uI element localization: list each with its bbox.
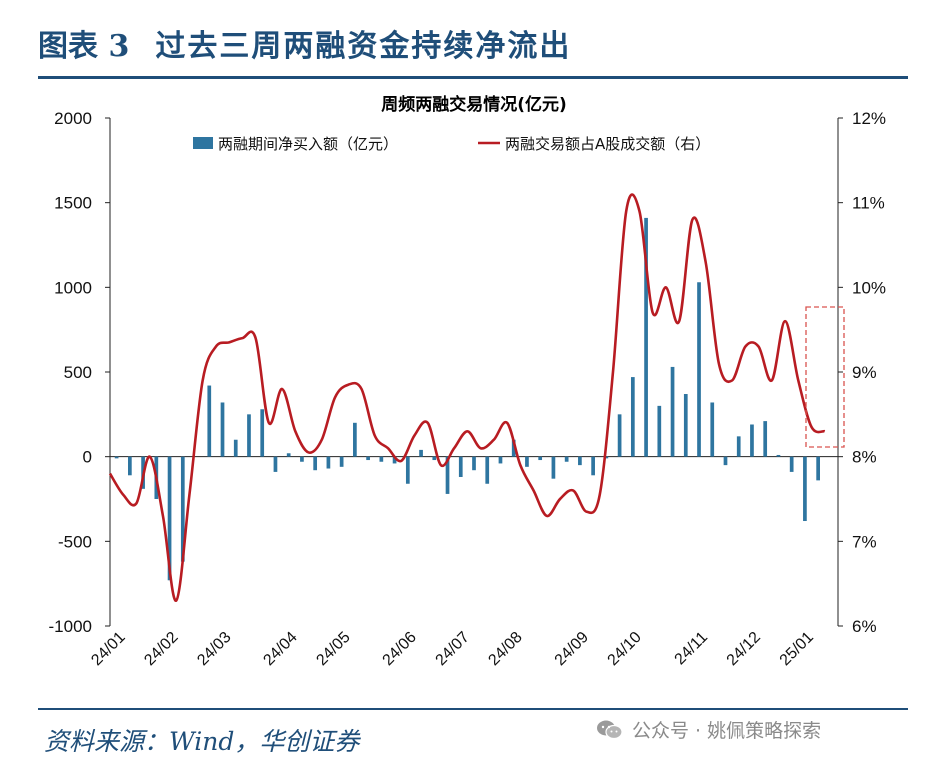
bar-week-9 xyxy=(220,402,225,457)
bar-week-32 xyxy=(525,456,529,467)
chart-title: 周频两融交易情况(亿元) xyxy=(381,94,567,115)
bar-week-1 xyxy=(114,456,119,459)
left-tick-label: 1000 xyxy=(54,278,92,297)
bar-week-16 xyxy=(313,456,318,471)
right-tick-label: 8% xyxy=(852,448,877,467)
right-tick-label: 9% xyxy=(852,363,877,382)
bar-week-36 xyxy=(578,456,582,466)
source-note: 资料来源：Wind，华创证券 xyxy=(44,727,360,756)
left-tick-label: -1000 xyxy=(49,617,92,636)
figure-title-bar: 图表 3 过去三周两融资金持续净流出 xyxy=(38,18,571,68)
bar-week-26 xyxy=(445,456,450,494)
x-tick-label: 24/09 xyxy=(552,629,592,669)
figure-number: 图表 3 xyxy=(38,29,130,64)
bar-week-5 xyxy=(167,456,172,581)
top-rule xyxy=(38,76,908,79)
line-margin-share xyxy=(108,193,826,602)
right-tick-label: 6% xyxy=(852,617,877,636)
bar-week-6 xyxy=(180,456,185,562)
bar-week-24 xyxy=(419,449,423,457)
left-tick-label: -500 xyxy=(58,532,92,551)
bar-week-2 xyxy=(128,456,132,476)
bar-week-44 xyxy=(683,394,688,457)
bar-week-10 xyxy=(233,439,238,457)
bar-week-34 xyxy=(551,456,556,479)
bar-week-8 xyxy=(207,385,212,457)
left-tick-label: 2000 xyxy=(54,109,92,128)
bar-week-22 xyxy=(392,456,397,464)
bar-week-48 xyxy=(736,436,741,457)
bar-week-23 xyxy=(405,456,410,484)
highlight-box xyxy=(805,306,845,448)
bar-week-47 xyxy=(723,456,728,466)
left-tick-label: 0 xyxy=(83,448,92,467)
bottom-rule xyxy=(38,708,908,710)
legend-bar-label: 两融期间净买入额（亿元） xyxy=(218,135,398,153)
legend-bar-swatch xyxy=(193,137,213,149)
chart-svg: 周频两融交易情况(亿元) 2000 1500 1000 500 0 -500 -1000 12%… xyxy=(49,94,887,669)
bar-week-28 xyxy=(472,456,476,471)
x-tick-label: 24/02 xyxy=(141,629,181,669)
x-tick-label: 24/01 xyxy=(88,629,128,669)
x-tick-label: 24/04 xyxy=(260,629,300,669)
bar-week-21 xyxy=(379,456,384,462)
bar-week-17 xyxy=(326,456,331,469)
bar-week-49 xyxy=(750,424,754,457)
x-tick-label: 24/11 xyxy=(672,629,712,669)
legend-line-label: 两融交易额占A股成交额（右） xyxy=(505,135,710,153)
x-tick-label: 24/12 xyxy=(724,629,764,669)
bar-week-40 xyxy=(630,377,635,457)
bar-week-52 xyxy=(789,456,794,472)
bar-week-13 xyxy=(273,456,278,472)
bar-week-25 xyxy=(432,456,437,461)
bar-week-41 xyxy=(644,217,648,457)
x-tick-label: 24/03 xyxy=(194,629,234,669)
bar-week-54 xyxy=(816,456,820,481)
x-tick-label: 24/08 xyxy=(485,629,525,669)
bar-week-12 xyxy=(260,409,265,457)
x-tick-label: 24/10 xyxy=(605,629,645,669)
watermark-text: 公众号 · 姚佩策略探索 xyxy=(632,720,822,742)
bar-week-33 xyxy=(538,456,543,461)
bar-week-51 xyxy=(776,454,781,457)
left-tick-label: 1500 xyxy=(54,194,92,213)
watermark: 公众号 · 姚佩策略探索 xyxy=(596,716,821,743)
right-tick-label: 11% xyxy=(852,194,885,213)
x-tick-label: 24/07 xyxy=(433,629,473,669)
bar-week-11 xyxy=(247,414,251,457)
bar-week-37 xyxy=(591,456,595,476)
x-tick-label: 24/05 xyxy=(313,629,353,669)
wechat-icon xyxy=(596,719,624,741)
x-tick-label: 24/06 xyxy=(380,629,420,669)
bar-week-35 xyxy=(564,456,569,462)
bar-week-29 xyxy=(485,456,490,484)
bar-week-20 xyxy=(366,456,370,461)
right-tick-label: 12% xyxy=(852,109,886,128)
bar-week-38 xyxy=(604,456,609,459)
bar-week-43 xyxy=(670,366,675,457)
bar-week-18 xyxy=(339,456,344,467)
right-tick-label: 10% xyxy=(852,278,886,297)
right-tick-label: 7% xyxy=(852,532,877,551)
left-tick-label: 500 xyxy=(64,363,92,382)
figure-title: 过去三周两融资金持续净流出 xyxy=(155,29,572,64)
bar-week-39 xyxy=(617,414,622,457)
bar-week-50 xyxy=(763,421,768,457)
bar-week-19 xyxy=(353,422,357,457)
bar-week-42 xyxy=(657,405,662,457)
bar-week-53 xyxy=(803,456,807,522)
bar-week-30 xyxy=(498,456,503,464)
bar-week-46 xyxy=(710,402,715,457)
bar-week-14 xyxy=(286,453,291,457)
bar-week-31 xyxy=(511,439,516,457)
bar-week-45 xyxy=(697,282,701,457)
x-tick-label: 25/01 xyxy=(777,629,817,669)
bar-week-27 xyxy=(458,456,463,477)
bar-week-15 xyxy=(300,456,304,462)
